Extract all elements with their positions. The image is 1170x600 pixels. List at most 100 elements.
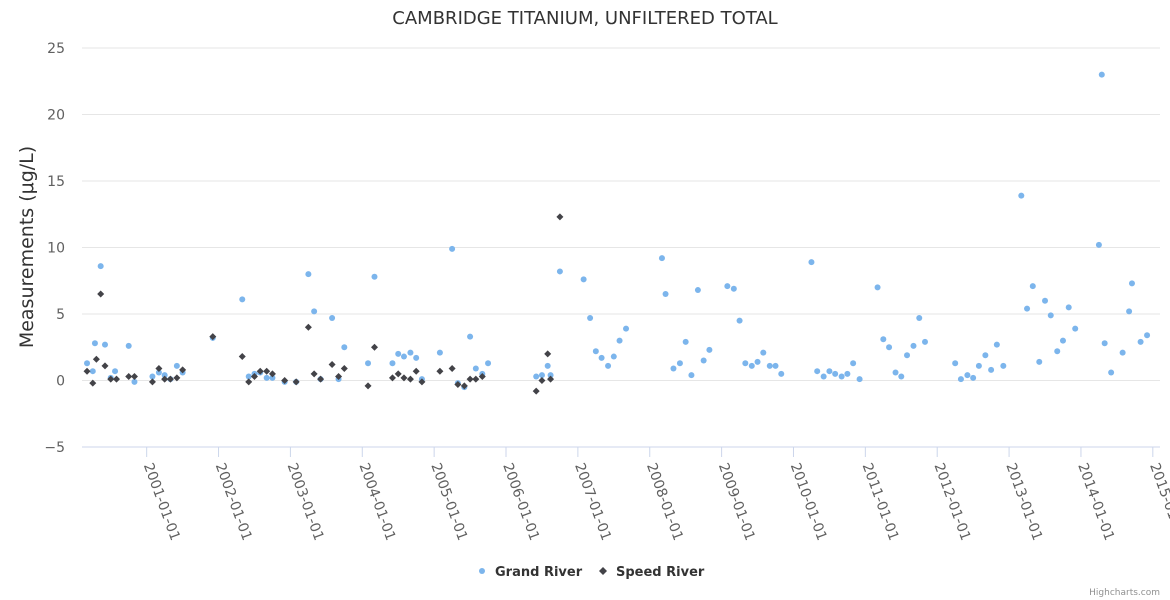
data-point[interactable]: [101, 341, 108, 348]
data-point[interactable]: [766, 362, 773, 369]
data-point[interactable]: [388, 374, 396, 382]
data-point[interactable]: [544, 362, 551, 369]
data-point[interactable]: [814, 368, 821, 375]
data-point[interactable]: [370, 343, 378, 351]
data-point[interactable]: [472, 375, 480, 383]
data-point[interactable]: [394, 370, 402, 378]
data-point[interactable]: [365, 360, 372, 367]
data-point[interactable]: [97, 263, 104, 270]
data-point[interactable]: [161, 375, 169, 383]
data-point[interactable]: [238, 353, 246, 361]
data-point[interactable]: [305, 271, 312, 278]
data-point[interactable]: [592, 348, 599, 355]
data-point[interactable]: [538, 377, 546, 384]
data-point[interactable]: [682, 338, 689, 345]
data-point[interactable]: [556, 268, 563, 275]
data-point[interactable]: [676, 360, 683, 367]
data-point[interactable]: [754, 358, 761, 365]
data-point[interactable]: [826, 368, 833, 375]
data-point[interactable]: [400, 353, 407, 360]
data-point[interactable]: [820, 373, 827, 380]
data-point[interactable]: [832, 370, 839, 377]
data-point[interactable]: [850, 360, 857, 367]
data-point[interactable]: [448, 365, 456, 373]
data-point[interactable]: [610, 353, 617, 360]
credits-link[interactable]: Highcharts.com: [1089, 588, 1160, 598]
data-point[interactable]: [466, 375, 474, 383]
data-point[interactable]: [1029, 283, 1036, 290]
data-point[interactable]: [268, 370, 276, 378]
data-point[interactable]: [1101, 340, 1108, 347]
data-point[interactable]: [982, 352, 989, 359]
data-point[interactable]: [1108, 369, 1115, 376]
data-point[interactable]: [407, 349, 414, 356]
data-point[interactable]: [658, 255, 665, 262]
data-point[interactable]: [281, 377, 289, 384]
data-point[interactable]: [580, 276, 587, 283]
legend[interactable]: Grand River Speed River: [479, 565, 705, 580]
data-point[interactable]: [389, 360, 396, 367]
data-point[interactable]: [89, 368, 96, 375]
data-point[interactable]: [964, 372, 971, 379]
data-point[interactable]: [485, 360, 492, 367]
data-point[interactable]: [161, 372, 168, 379]
data-point[interactable]: [413, 354, 420, 361]
data-point[interactable]: [1036, 358, 1043, 365]
data-point[interactable]: [736, 317, 743, 324]
data-point[interactable]: [454, 380, 462, 388]
data-point[interactable]: [179, 366, 187, 374]
data-point[interactable]: [436, 349, 443, 356]
data-point[interactable]: [245, 373, 252, 380]
data-point[interactable]: [880, 336, 887, 343]
data-point[interactable]: [467, 333, 474, 340]
data-point[interactable]: [1098, 71, 1105, 78]
data-point[interactable]: [173, 362, 180, 369]
data-point[interactable]: [239, 296, 246, 303]
data-point[interactable]: [328, 361, 336, 369]
legend-item-grand-river[interactable]: Grand River: [479, 565, 583, 580]
data-point[interactable]: [125, 373, 133, 381]
data-point[interactable]: [742, 360, 749, 367]
data-point[interactable]: [694, 287, 701, 294]
data-point[interactable]: [97, 290, 105, 298]
data-point[interactable]: [886, 344, 893, 351]
data-point[interactable]: [533, 373, 540, 380]
data-point[interactable]: [616, 337, 623, 344]
data-point[interactable]: [970, 374, 977, 381]
data-point[interactable]: [904, 352, 911, 359]
data-point[interactable]: [1042, 297, 1049, 304]
data-point[interactable]: [436, 367, 444, 375]
data-point[interactable]: [460, 382, 468, 390]
data-point[interactable]: [1065, 304, 1072, 311]
data-point[interactable]: [1059, 337, 1066, 344]
data-point[interactable]: [670, 365, 677, 372]
data-point[interactable]: [329, 314, 336, 321]
data-point[interactable]: [149, 373, 156, 380]
data-point[interactable]: [910, 342, 917, 349]
data-point[interactable]: [921, 338, 928, 345]
data-point[interactable]: [874, 284, 881, 291]
data-point[interactable]: [587, 314, 594, 321]
data-point[interactable]: [83, 367, 91, 375]
data-point[interactable]: [778, 370, 785, 377]
data-point[interactable]: [292, 378, 300, 386]
data-point[interactable]: [993, 341, 1000, 348]
data-point[interactable]: [538, 372, 545, 379]
data-point[interactable]: [256, 367, 264, 375]
data-point[interactable]: [952, 360, 959, 367]
data-point[interactable]: [844, 370, 851, 377]
data-point[interactable]: [148, 378, 156, 386]
data-point[interactable]: [107, 375, 115, 383]
data-point[interactable]: [310, 370, 318, 378]
data-point[interactable]: [730, 285, 737, 292]
data-point[interactable]: [988, 366, 995, 373]
data-point[interactable]: [364, 382, 372, 390]
data-point[interactable]: [263, 367, 271, 375]
data-point[interactable]: [760, 349, 767, 356]
legend-item-speed-river[interactable]: Speed River: [599, 565, 705, 580]
data-point[interactable]: [412, 367, 420, 375]
data-point[interactable]: [700, 357, 707, 364]
data-point[interactable]: [155, 365, 163, 373]
data-point[interactable]: [1095, 241, 1102, 248]
data-point[interactable]: [892, 369, 899, 376]
